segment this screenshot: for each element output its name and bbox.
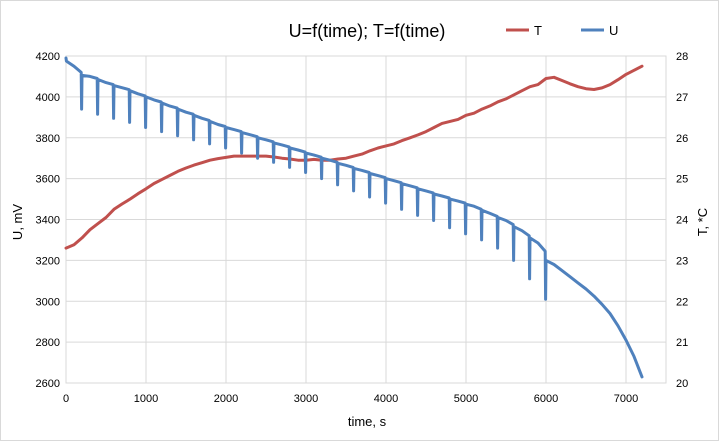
y-left-tick-label: 2800	[36, 337, 60, 349]
x-tick-label: 7000	[614, 393, 638, 405]
y-right-tick-label: 21	[676, 337, 688, 349]
y-right-tick-label: 24	[676, 215, 688, 227]
series-line-u	[64, 56, 644, 379]
plot-area-frame	[65, 55, 667, 384]
series-layer	[64, 56, 644, 379]
y-left-tick-label: 4000	[36, 92, 60, 104]
y-left-tick-label: 4200	[36, 51, 60, 63]
x-tick-label: 4000	[374, 393, 398, 405]
x-axis-title: time, s	[348, 414, 387, 429]
label-layer: U=f(time); T=f(time) time, s U, mV T, *C	[10, 21, 710, 429]
grid-layer	[65, 55, 667, 384]
x-tick-label: 1000	[134, 393, 158, 405]
y-right-tick-label: 20	[676, 378, 688, 390]
legend-label-t: T	[534, 23, 542, 38]
y-right-tick-label: 27	[676, 92, 688, 104]
y-right-tick-label: 22	[676, 296, 688, 308]
x-tick-label: 2000	[214, 393, 238, 405]
y-right-tick-label: 25	[676, 174, 688, 186]
y-left-tick-label: 3600	[36, 174, 60, 186]
y-axis-left-title: U, mV	[10, 204, 25, 240]
y-axis-right-title: T, *C	[695, 208, 710, 236]
legend-label-u: U	[609, 23, 618, 38]
chart-title: U=f(time); T=f(time)	[289, 21, 446, 41]
x-tick-label: 5000	[454, 393, 478, 405]
y-left-tick-label: 2600	[36, 378, 60, 390]
axis-layer: 2600 2800 3000 3200 3400 3600 3800 4000 4200 20 21…	[36, 51, 689, 405]
x-tick-label: 0	[63, 393, 69, 405]
series-line-t	[64, 64, 644, 250]
y-left-tick-label: 3400	[36, 215, 60, 227]
x-tick-label: 3000	[294, 393, 318, 405]
y-right-tick-label: 28	[676, 51, 688, 63]
legend: T U	[506, 23, 618, 38]
y-right-tick-label: 23	[676, 255, 688, 267]
y-left-tick-label: 3200	[36, 255, 60, 267]
y-left-tick-label: 3000	[36, 296, 60, 308]
x-tick-label: 6000	[534, 393, 558, 405]
y-right-tick-label: 26	[676, 133, 688, 145]
y-left-tick-label: 3800	[36, 133, 60, 145]
